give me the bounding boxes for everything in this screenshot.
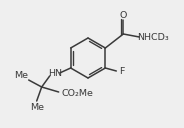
Text: F: F (119, 67, 124, 76)
Text: Me: Me (30, 104, 44, 113)
Text: HN: HN (48, 70, 62, 78)
Text: Me: Me (14, 71, 28, 79)
Text: CO₂Me: CO₂Me (62, 88, 94, 98)
Text: O: O (120, 12, 127, 20)
Text: NHCD₃: NHCD₃ (137, 33, 169, 41)
